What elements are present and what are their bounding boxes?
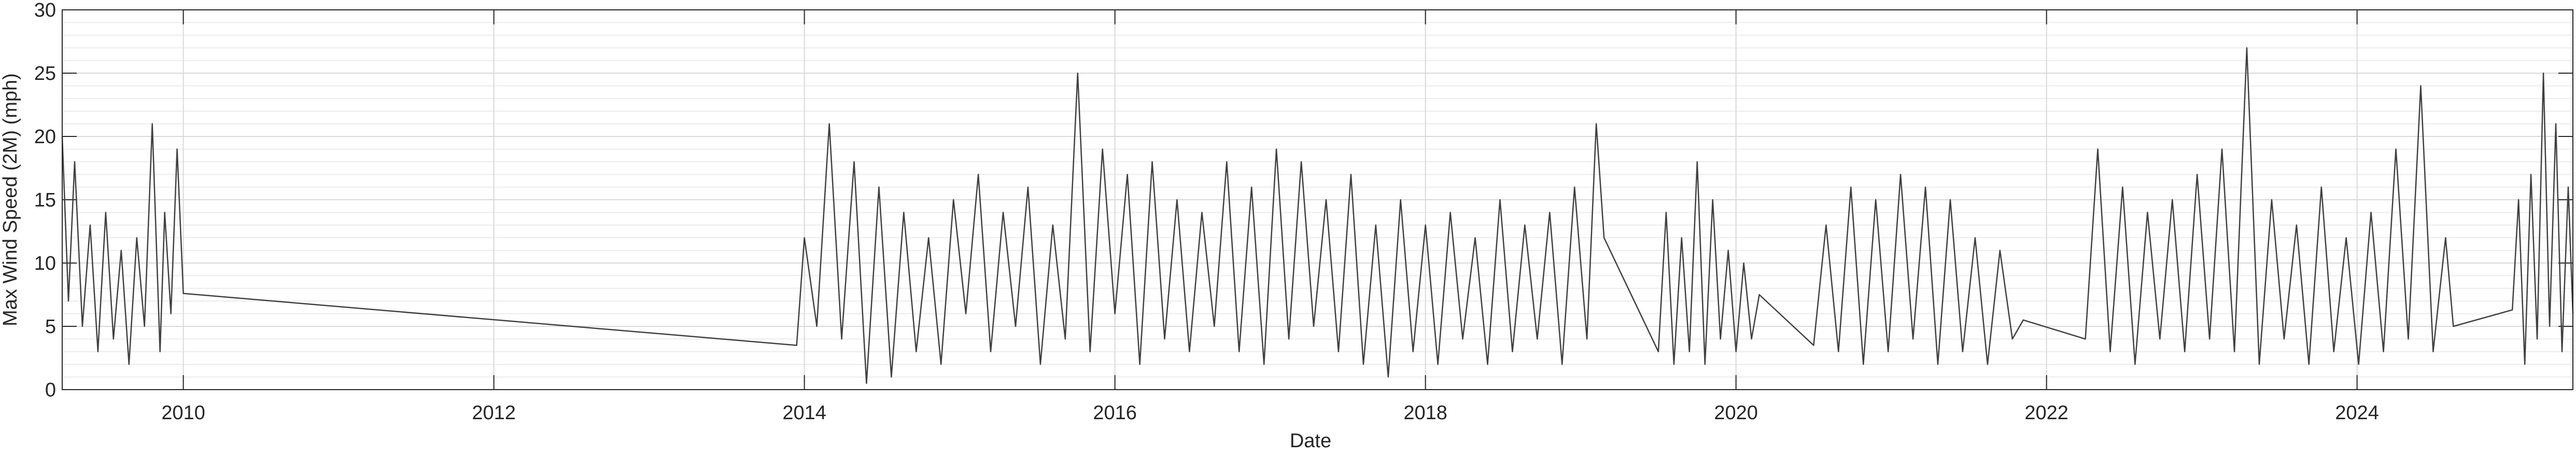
y-tick-label: 15: [34, 189, 56, 211]
x-tick-label: 2012: [472, 402, 516, 424]
x-axis-label: Date: [1290, 430, 1331, 452]
x-tick-label: 2024: [2335, 402, 2379, 424]
y-tick-label: 30: [34, 0, 56, 21]
x-tick-label: 2018: [1403, 402, 1447, 424]
data-line: [61, 47, 2574, 384]
y-tick-label: 0: [45, 379, 56, 401]
x-tick-label: 2010: [161, 402, 205, 424]
plot-frame: [62, 9, 2573, 390]
y-tick-label: 10: [34, 253, 56, 274]
y-tick-label: 25: [34, 63, 56, 85]
x-tick-label: 2022: [2024, 402, 2068, 424]
x-tick-label: 2014: [782, 402, 826, 424]
y-tick-label: 20: [34, 126, 56, 148]
y-axis-label: Max Wind Speed (2M) (mph): [0, 73, 21, 326]
x-tick-label: 2016: [1093, 402, 1137, 424]
y-tick-label: 5: [45, 316, 56, 338]
x-tick-label: 2020: [1714, 402, 1758, 424]
